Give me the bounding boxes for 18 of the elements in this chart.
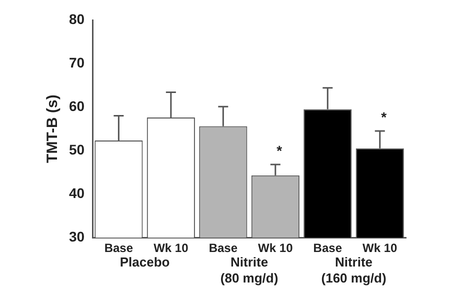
x-tick-label: Base (104, 241, 134, 256)
data-label: * (381, 108, 388, 125)
text: Nitrite (80 mg/d) (220, 254, 278, 286)
x-tick-label: Base (313, 241, 342, 256)
x-tick-label: Wk 10 (154, 241, 189, 256)
text: Placebo (120, 254, 170, 270)
y-tick-label: 60 (68, 98, 85, 114)
y-tick-label: 80 (68, 10, 85, 27)
y-tick-label: 70 (68, 54, 85, 70)
x-tick-label: Wk 10 (258, 241, 294, 256)
data-label: * (276, 142, 283, 158)
y-tick-label: 40 (68, 184, 85, 201)
y-axis-title: TMT-B (s) (44, 94, 62, 163)
y-tick-label: 50 (68, 141, 85, 158)
y-tick-label: 30 (68, 228, 85, 244)
x-tick-label: Base (208, 241, 238, 256)
x-tick-label: Wk 10 (362, 241, 398, 256)
text: Nitrite (160 mg/d) (321, 254, 386, 286)
